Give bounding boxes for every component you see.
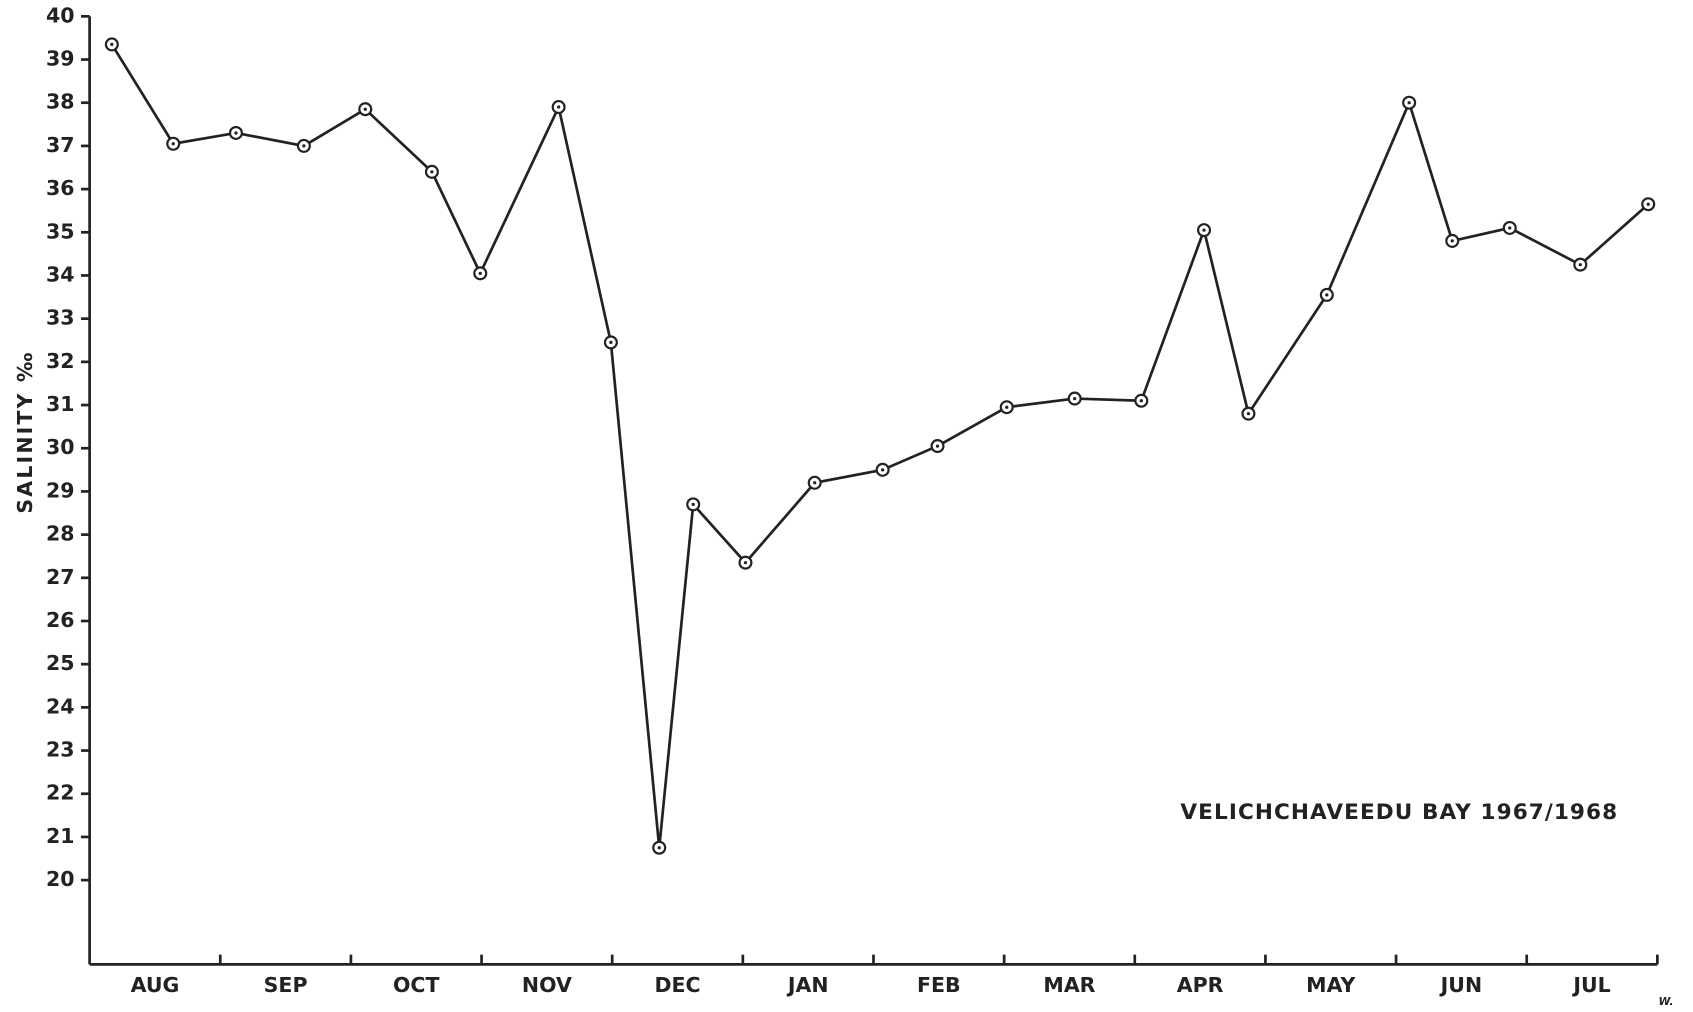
y-tick-label: 39 [46,47,75,71]
y-axis-label: SALINITY ‰ [13,350,37,513]
y-tick-label: 33 [46,306,75,330]
x-category-label: DEC [654,973,700,997]
y-tick-label: 29 [46,478,75,502]
point-center [813,481,817,485]
point-center [1139,399,1143,403]
point-center [478,271,482,275]
y-tick-label: 30 [46,435,75,459]
point-center [1508,226,1512,230]
point-center [110,42,114,47]
y-tick-label: 36 [46,176,75,200]
y-tick-label: 35 [46,219,75,243]
point-center [1073,396,1077,401]
y-tick-label: 34 [46,262,75,286]
x-category-label: SEP [264,973,308,997]
point-center [1450,239,1454,243]
point-center [363,107,367,111]
annotation: VELICHCHAVEEDU BAY 1967/1968 [1180,800,1618,825]
point-center [1407,101,1411,105]
y-tick-label: 22 [46,781,75,805]
y-tick-label: 26 [46,608,75,632]
y-tick-label: 31 [46,392,75,416]
x-category-label: JAN [786,973,829,997]
point-center [1246,412,1251,416]
signature: W. [1658,995,1673,1008]
x-category-label: APR [1177,973,1224,997]
point-center [1202,228,1206,232]
y-tick-label: 25 [46,651,75,675]
y-tick-label: 32 [46,349,75,373]
x-category-label: OCT [393,973,439,997]
point-center [302,144,306,148]
y-tick-label: 38 [46,90,75,114]
point-center [1325,293,1329,297]
y-tick-label: 21 [46,824,75,848]
x-category-label: JUN [1439,973,1482,997]
y-tick-label: 37 [46,133,75,157]
point-center [881,468,885,472]
point-center [1578,263,1582,267]
x-category-label: MAR [1043,973,1095,997]
point-center [557,105,561,109]
y-tick-label: 23 [46,738,75,762]
point-center [743,561,748,565]
y-tick-label: 20 [46,867,75,891]
x-category-label: AUG [131,973,180,997]
y-tick-label: 24 [46,694,75,718]
x-category-label: FEB [917,973,961,997]
point-center [691,502,695,506]
y-tick-label: 28 [46,522,75,546]
x-category-label: JUL [1571,973,1610,997]
point-center [234,131,238,135]
y-tick-label: 27 [46,565,75,589]
line [110,43,1650,848]
y-tick-label: 40 [46,3,75,27]
point-center [1646,202,1650,206]
point-center [657,846,661,850]
point-center [609,340,613,345]
point-center [1005,405,1009,409]
x-category-label: NOV [522,973,572,997]
point-center [171,142,175,146]
x-category-label: MAY [1306,973,1356,997]
point-center [935,444,940,448]
point-center [430,170,434,174]
